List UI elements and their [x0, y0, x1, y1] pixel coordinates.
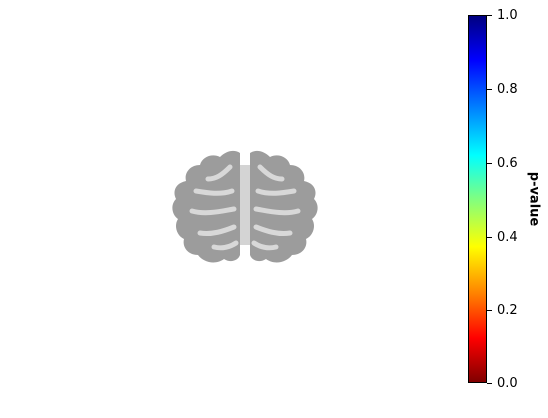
- tick-mark: [487, 15, 492, 16]
- right-sulci: [251, 164, 301, 251]
- tick-label: 1.0: [497, 8, 518, 23]
- tick-mark: [487, 383, 492, 384]
- tick-label: 0.8: [497, 82, 518, 97]
- left-sulci: [189, 164, 239, 251]
- tick-label: 0.2: [497, 303, 518, 318]
- brain-slice-image: [172, 150, 318, 263]
- colorbar-gradient: [468, 15, 487, 383]
- tick-label: 0.6: [497, 156, 518, 171]
- tick-mark: [487, 310, 492, 311]
- tick-mark: [487, 163, 492, 164]
- midline: [240, 165, 250, 245]
- tick-label: 0.4: [497, 230, 518, 245]
- colorbar-label: p-value: [526, 171, 542, 227]
- right-hemisphere: [250, 150, 318, 263]
- left-hemisphere: [172, 150, 240, 263]
- tick-mark: [487, 237, 492, 238]
- tick-mark: [487, 89, 492, 90]
- tick-label: 0.0: [497, 376, 518, 391]
